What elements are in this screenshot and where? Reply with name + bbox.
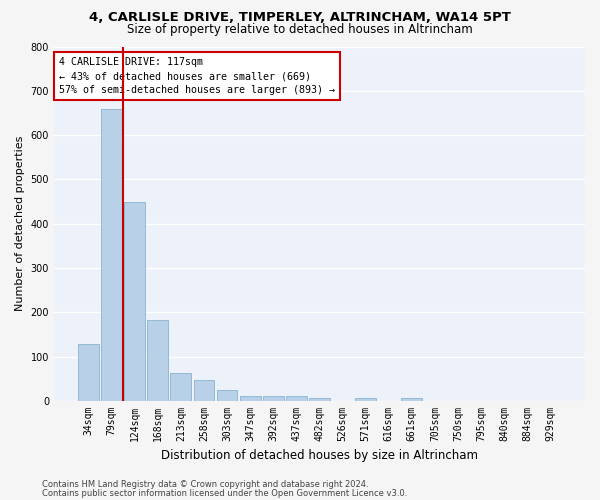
- Text: Contains HM Land Registry data © Crown copyright and database right 2024.: Contains HM Land Registry data © Crown c…: [42, 480, 368, 489]
- Bar: [240, 396, 260, 401]
- Bar: [286, 396, 307, 401]
- X-axis label: Distribution of detached houses by size in Altrincham: Distribution of detached houses by size …: [161, 450, 478, 462]
- Bar: [170, 373, 191, 401]
- Bar: [355, 398, 376, 401]
- Bar: [148, 320, 168, 401]
- Bar: [263, 396, 284, 401]
- Text: 4, CARLISLE DRIVE, TIMPERLEY, ALTRINCHAM, WA14 5PT: 4, CARLISLE DRIVE, TIMPERLEY, ALTRINCHAM…: [89, 11, 511, 24]
- Bar: [217, 390, 238, 401]
- Bar: [194, 380, 214, 401]
- Bar: [101, 108, 122, 401]
- Bar: [309, 398, 330, 401]
- Text: Contains public sector information licensed under the Open Government Licence v3: Contains public sector information licen…: [42, 488, 407, 498]
- Bar: [78, 344, 99, 401]
- Bar: [124, 202, 145, 401]
- Bar: [401, 398, 422, 401]
- Text: Size of property relative to detached houses in Altrincham: Size of property relative to detached ho…: [127, 22, 473, 36]
- Y-axis label: Number of detached properties: Number of detached properties: [15, 136, 25, 312]
- Text: 4 CARLISLE DRIVE: 117sqm
← 43% of detached houses are smaller (669)
57% of semi-: 4 CARLISLE DRIVE: 117sqm ← 43% of detach…: [59, 57, 335, 95]
